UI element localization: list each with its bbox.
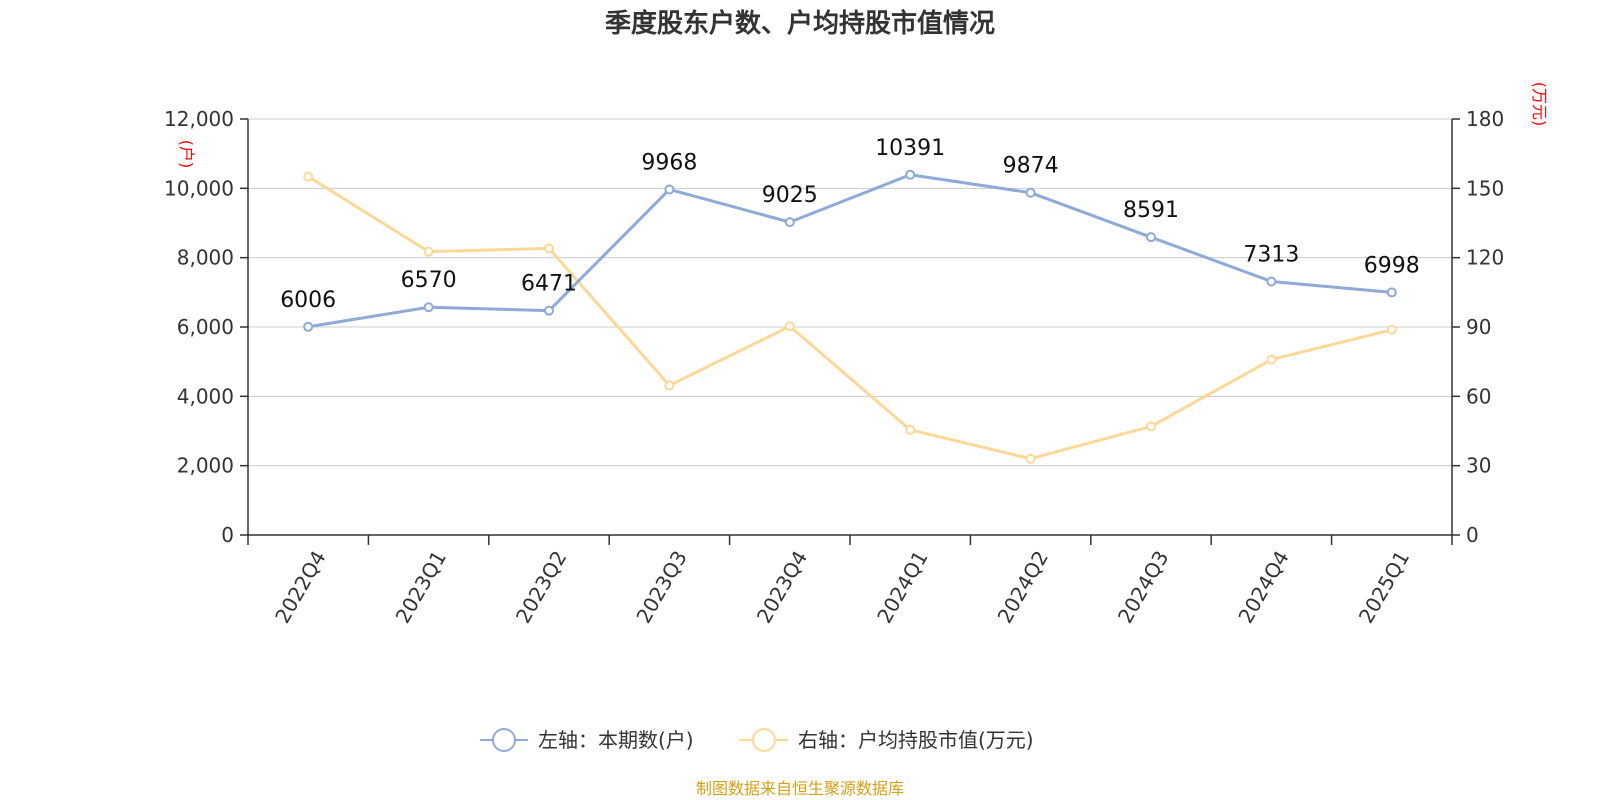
x-category-label: 2022Q4 <box>270 547 330 628</box>
avg-holding-value-point <box>544 243 554 254</box>
shareholder-count-point <box>1266 276 1277 287</box>
left-tick-label: 12,000 <box>164 107 234 131</box>
data-label: 6006 <box>280 288 336 313</box>
right-tick-label: 150 <box>1466 176 1504 200</box>
left-tick-label: 8,000 <box>177 246 234 270</box>
data-label: 9968 <box>641 150 697 175</box>
right-tick-label: 30 <box>1466 454 1491 478</box>
avg-holding-value-point <box>664 380 675 391</box>
right-tick-label: 90 <box>1466 315 1491 339</box>
left-axis-unit: (户) <box>177 140 196 169</box>
x-category-label: 2023Q3 <box>631 547 691 628</box>
x-category-label: 2023Q4 <box>752 547 812 628</box>
shareholder-count-line <box>307 173 1392 329</box>
series-layer: 6006 6570 6471 9968 9025 10391 9874 8591 7313 699… <box>280 136 1420 464</box>
avg-holding-value-point <box>1025 453 1036 464</box>
x-category-label: 2023Q2 <box>511 547 571 628</box>
data-label: 9025 <box>762 183 818 208</box>
legend-item-left-axis[interactable]: 左轴：本期数(户) <box>480 728 694 752</box>
avg-holding-value-point <box>1146 421 1156 432</box>
x-category-label: 2024Q2 <box>993 547 1053 628</box>
left-tick-label: 0 <box>221 523 234 547</box>
x-category-label: 2024Q3 <box>1113 547 1173 628</box>
data-label: 7313 <box>1243 242 1299 267</box>
shareholder-count-point <box>664 184 675 195</box>
legend-item-right-axis[interactable]: 右轴：户均持股市值(万元) <box>740 728 1034 752</box>
data-label: 8591 <box>1123 198 1179 223</box>
x-category-label: 2023Q1 <box>391 547 451 628</box>
legend-circle-icon <box>492 728 516 752</box>
chart-title: 季度股东户数、户均持股市值情况 <box>605 8 995 39</box>
avg-holding-value-point <box>784 321 795 332</box>
shareholder-count-point <box>1025 187 1036 198</box>
data-label: 6570 <box>401 268 457 293</box>
right-tick-label: 60 <box>1466 384 1491 408</box>
shareholder-count-point <box>303 321 314 332</box>
data-label: 6471 <box>521 272 577 297</box>
right-tick-label: 0 <box>1466 523 1479 547</box>
left-tick-label: 6,000 <box>177 315 234 339</box>
legend-label: 左轴：本期数(户) <box>538 728 694 752</box>
avg-holding-value-point <box>905 424 916 435</box>
right-axis-unit: (万元) <box>1530 82 1549 127</box>
avg-holding-value-point <box>423 246 434 257</box>
right-tick-label: 180 <box>1466 107 1504 131</box>
data-label: 9874 <box>1003 154 1059 179</box>
avg-holding-value-line <box>307 175 1393 461</box>
shareholder-count-point <box>1146 232 1156 243</box>
avg-holding-value-point <box>303 171 314 182</box>
source-note: 制图数据来自恒生聚源数据库 <box>696 779 904 798</box>
left-tick-label: 4,000 <box>177 384 234 408</box>
legend-circle-icon <box>752 728 776 752</box>
right-tick-label: 120 <box>1466 246 1504 270</box>
data-label: 10391 <box>875 136 945 161</box>
x-category-label: 2024Q4 <box>1233 547 1293 628</box>
left-tick-label: 2,000 <box>177 454 234 478</box>
data-label: 6998 <box>1364 253 1420 278</box>
left-tick-label: 10,000 <box>164 176 234 200</box>
gridlines <box>248 118 1452 467</box>
legend-label: 右轴：户均持股市值(万元) <box>798 728 1034 752</box>
avg-holding-value-point <box>1386 324 1397 335</box>
shareholder-count-point <box>1386 287 1397 298</box>
legend[interactable]: 左轴：本期数(户) 右轴：户均持股市值(万元) <box>480 728 1034 752</box>
avg-holding-value-point <box>1266 354 1277 365</box>
axes: 0 2,000 4,000 6,000 8,000 10,000 12,000 0 30 60 90… <box>164 107 1504 627</box>
shareholder-count-point <box>784 217 795 228</box>
shareholder-count-point <box>423 302 434 313</box>
x-category-label: 2025Q1 <box>1354 547 1414 628</box>
shareholder-count-point <box>905 169 916 180</box>
shareholder-count-point <box>544 305 554 316</box>
x-category-label: 2024Q1 <box>872 547 932 628</box>
